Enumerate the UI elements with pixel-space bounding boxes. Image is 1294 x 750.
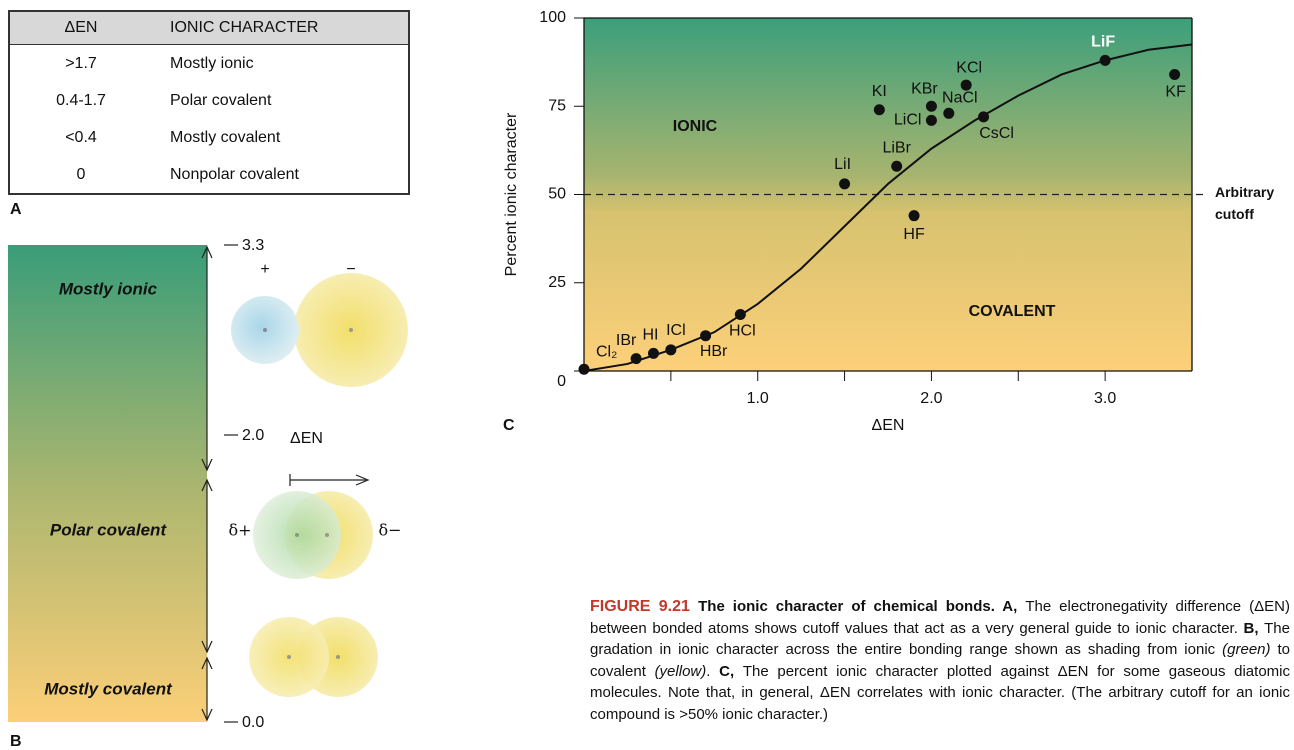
caption-text: The electronegativity difference (ΔEN) b… — [590, 598, 1290, 637]
data-point — [839, 178, 851, 190]
header-cell: IONIC CHARACTER — [152, 11, 409, 45]
x-tick-label: 1.0 — [747, 390, 769, 407]
table-cell: Mostly covalent — [170, 128, 281, 146]
table-row: 0 Nonpolar covalent — [9, 156, 409, 194]
header-row: ΔEN IONIC CHARACTER — [9, 11, 409, 45]
region-label: Mostly covalent — [44, 679, 173, 698]
data-point — [1099, 54, 1111, 66]
partial-charge: δ− — [378, 521, 401, 540]
data-point — [925, 114, 937, 126]
point-label: LiI — [834, 156, 851, 173]
table-cell: <0.4 — [65, 128, 97, 146]
data-point — [578, 363, 590, 375]
data-point — [630, 353, 642, 365]
data-point — [891, 160, 903, 172]
point-label: HF — [903, 226, 925, 243]
partial-charge: δ+ — [228, 521, 251, 540]
y-tick-label: 25 — [548, 274, 566, 291]
en-table: ΔEN IONIC CHARACTER >1.7 Mostly ionic 0.4-1.… — [8, 10, 410, 195]
point-label: KF — [1165, 84, 1186, 101]
data-point — [908, 210, 920, 222]
caption-text: B, — [1243, 619, 1265, 637]
point-label: KBr — [911, 80, 938, 97]
x-tick-label: 3.0 — [1094, 390, 1116, 407]
caption-text: The gradation in ionic character across … — [590, 619, 1290, 659]
point-label: HCl — [729, 323, 756, 340]
axis-label: ΔEN — [290, 430, 323, 447]
table-cell: >1.7 — [65, 54, 97, 72]
x-tick-label: 2.0 — [920, 390, 942, 407]
point-label: HBr — [700, 343, 728, 360]
point-label: CsCl — [979, 125, 1014, 142]
table-row: 0.4-1.7 Polar covalent — [9, 82, 409, 119]
point-label: NaCl — [942, 90, 978, 107]
region-label: Mostly ionic — [59, 279, 158, 298]
data-point — [734, 309, 746, 321]
molecule-models — [231, 273, 408, 697]
data-point — [978, 111, 990, 123]
region-label: Polar covalent — [50, 520, 168, 539]
point-label: ICl — [666, 322, 686, 339]
table-cell: Mostly ionic — [170, 54, 254, 72]
scale-label: 2.0 — [242, 427, 264, 444]
point-label: LiBr — [882, 139, 911, 156]
caption-text: The ionic character of chemical bonds. A… — [698, 598, 1026, 615]
y-tick-label: 75 — [548, 97, 566, 114]
data-point — [1169, 68, 1181, 80]
point-label: KCl — [956, 59, 982, 76]
panel-label: A — [10, 201, 22, 218]
data-point — [647, 347, 659, 359]
header-cell: ΔEN — [9, 11, 152, 45]
data-point — [960, 79, 972, 91]
arrows — [201, 244, 370, 723]
y-tick-label: 50 — [548, 186, 566, 203]
gradient-bar — [8, 245, 207, 722]
table-cell: 0 — [76, 165, 86, 183]
fit-curve — [584, 43, 1192, 371]
data-point — [700, 330, 712, 342]
caption: FIGURE 9.21 The ionic character of chemi… — [590, 596, 1290, 725]
data-point — [925, 100, 937, 112]
point-label: Cl₂ — [596, 343, 617, 360]
y-tick-label: 0 — [557, 373, 566, 390]
y-axis-title: Percent ionic character — [503, 112, 520, 276]
x-axis-title: ΔEN — [872, 417, 905, 434]
point-label: HI — [642, 327, 658, 344]
table-row: >1.7 Mostly ionic — [9, 45, 409, 83]
y-tick-label: 100 — [539, 9, 566, 26]
table-row: <0.4 Mostly covalent — [9, 119, 409, 156]
cutoff-label: cutoff — [1215, 206, 1254, 222]
charge: − — [346, 261, 355, 278]
point-label: LiF — [1091, 34, 1115, 51]
scale-label: 0.0 — [242, 714, 264, 731]
plot: 0 25 50 75 100 1.0 2.0 3.0 ΔEN Percent ionic char… — [503, 9, 1274, 434]
table-cell: Polar covalent — [170, 91, 272, 109]
caption-text: (green) — [1222, 641, 1271, 658]
region-label: COVALENT — [969, 303, 1056, 320]
caption-text: . — [706, 662, 720, 680]
data-point — [665, 344, 677, 356]
region-label: IONIC — [673, 118, 718, 135]
data-point — [943, 107, 955, 119]
caption-text: The percent ionic character plotted agai… — [590, 662, 1290, 723]
scale-label: 3.3 — [242, 237, 264, 254]
caption-text: to covalent — [590, 641, 1290, 680]
caption-text: C, — [719, 662, 743, 680]
table-cell: 0.4-1.7 — [56, 91, 106, 109]
charge: + — [260, 261, 269, 278]
caption-text: (yellow) — [654, 662, 707, 680]
cutoff-label: Arbitrary — [1215, 184, 1274, 200]
table-cell: Nonpolar covalent — [170, 165, 299, 183]
point-label: KI — [872, 83, 887, 100]
point-label: LiCl — [894, 112, 922, 129]
panel-label: B — [10, 733, 22, 750]
caption-text: FIGURE 9.21 — [590, 598, 699, 615]
panel-label: C — [503, 417, 515, 434]
point-label: IBr — [616, 332, 637, 349]
data-point — [873, 104, 885, 116]
